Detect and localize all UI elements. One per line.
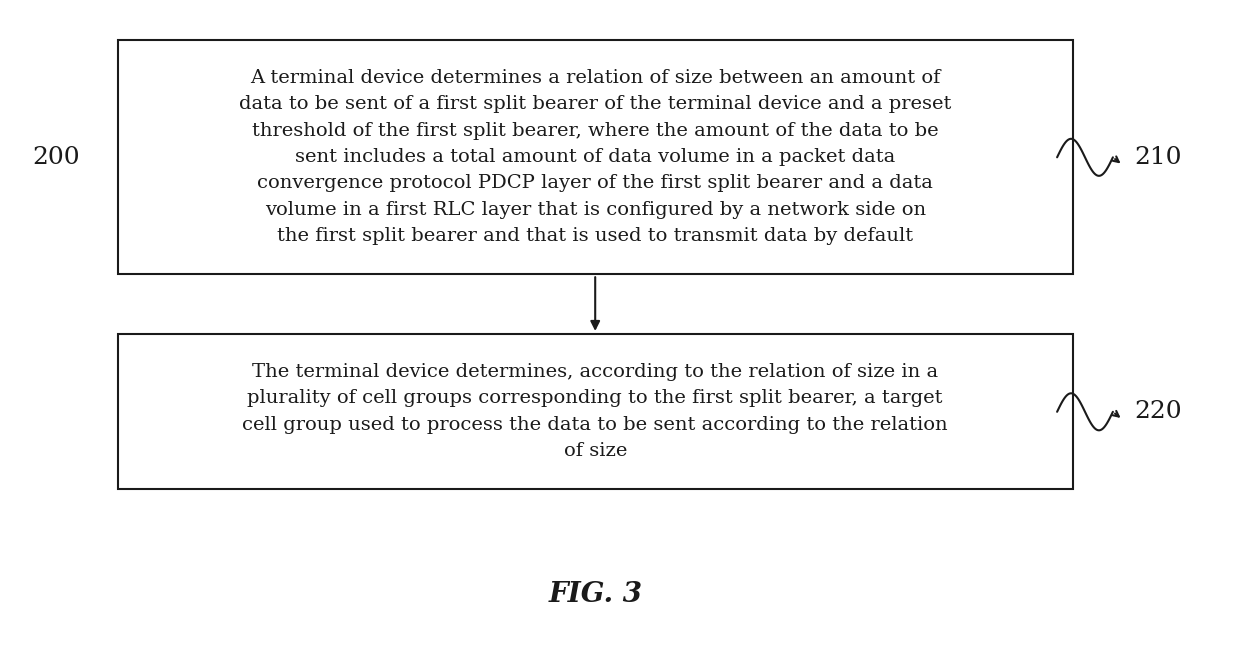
Text: 200: 200	[32, 146, 79, 169]
Text: 210: 210	[1135, 146, 1182, 169]
Text: A terminal device determines a relation of size between an amount of
data to be : A terminal device determines a relation …	[239, 69, 951, 245]
Text: The terminal device determines, according to the relation of size in a
plurality: The terminal device determines, accordin…	[242, 363, 949, 460]
FancyBboxPatch shape	[118, 40, 1073, 274]
Text: 220: 220	[1135, 401, 1182, 423]
Text: FIG. 3: FIG. 3	[548, 582, 642, 608]
FancyBboxPatch shape	[118, 334, 1073, 489]
